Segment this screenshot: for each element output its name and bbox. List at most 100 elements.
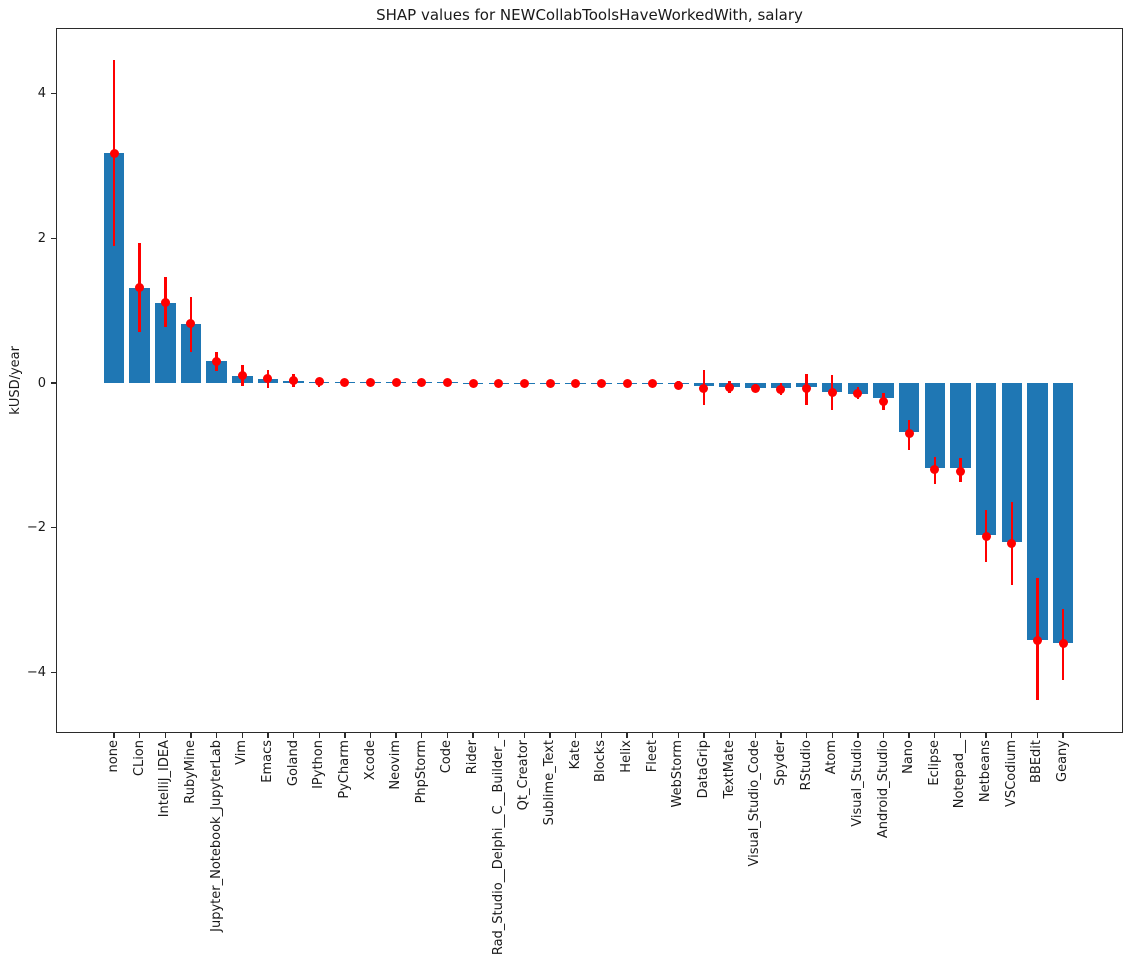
bar xyxy=(1001,383,1022,543)
point-marker xyxy=(802,383,812,393)
bar xyxy=(975,383,997,535)
x-tick-label-text: Code xyxy=(439,740,455,774)
x-tick-label: IntelliJ_IDEA xyxy=(157,740,173,817)
point-marker xyxy=(827,387,837,397)
x-axis-tick xyxy=(703,733,705,738)
x-tick-label: Kate xyxy=(568,740,584,769)
x-tick-label-text: Visual_Studio xyxy=(849,740,865,827)
point-marker xyxy=(853,388,863,398)
y-tick-label: 0 xyxy=(37,375,46,391)
x-tick-label: Helix xyxy=(619,740,635,773)
x-tick-label-text: Visual_Studio_Code xyxy=(747,740,763,867)
x-axis-tick xyxy=(677,733,679,738)
point-marker xyxy=(545,378,555,388)
point-marker xyxy=(135,283,145,293)
x-axis-tick xyxy=(318,733,320,738)
x-tick-label: Android_Studio xyxy=(876,740,892,838)
y-axis-tick xyxy=(51,93,56,95)
x-tick-label: TextMate xyxy=(722,740,738,799)
x-tick-label-text: Fleet xyxy=(644,740,660,773)
bar xyxy=(1027,383,1048,641)
y-tick-label: 2 xyxy=(37,230,46,246)
x-tick-label: Xcode xyxy=(363,740,379,780)
point-marker xyxy=(955,467,965,477)
x-axis-tick xyxy=(164,733,166,738)
point-marker xyxy=(289,375,299,385)
x-axis-tick xyxy=(754,733,756,738)
x-tick-label-text: Atom xyxy=(824,740,840,775)
x-axis-tick xyxy=(1011,733,1013,738)
x-tick-label: Spyder xyxy=(773,740,789,786)
x-axis-tick xyxy=(831,733,833,738)
x-tick-label: RubyMine xyxy=(183,740,199,804)
point-marker xyxy=(1058,638,1068,648)
bar xyxy=(898,383,920,433)
x-tick-label-text: Netbeans xyxy=(978,740,994,803)
y-tick-label: 4 xyxy=(37,86,46,102)
x-tick-label-text: TextMate xyxy=(721,740,737,799)
x-tick-label: PyCharm xyxy=(337,740,353,799)
x-axis-tick xyxy=(369,733,372,738)
x-axis-tick xyxy=(472,733,474,738)
point-marker xyxy=(109,148,119,158)
y-tick-label: −2 xyxy=(26,520,46,536)
x-tick-label: Nano xyxy=(901,740,917,774)
x-tick-label-text: Neovim xyxy=(388,740,404,790)
x-tick-label: Visual_Studio xyxy=(850,740,866,827)
x-axis-tick xyxy=(600,733,603,738)
point-marker xyxy=(263,374,273,384)
point-marker xyxy=(212,356,222,366)
point-marker xyxy=(725,382,735,392)
bar xyxy=(873,383,894,399)
x-tick-label-text: Xcode xyxy=(362,740,378,781)
point-marker xyxy=(904,429,914,439)
point-marker xyxy=(981,531,991,541)
x-tick-label: BBEdit xyxy=(1029,740,1045,783)
x-tick-label: Geany xyxy=(1055,740,1071,782)
x-axis-tick xyxy=(934,733,936,738)
x-tick-label: PhpStorm xyxy=(414,740,430,803)
point-marker xyxy=(1007,539,1017,549)
x-axis-tick xyxy=(267,733,269,738)
x-tick-label: Goland xyxy=(286,740,302,786)
y-tick-label: −4 xyxy=(26,664,46,680)
x-axis-tick xyxy=(908,733,910,738)
x-tick-label-text: Emacs xyxy=(259,740,275,783)
x-axis-tick xyxy=(523,733,526,738)
x-axis-tick xyxy=(780,733,782,738)
x-tick-label-text: Helix xyxy=(619,740,634,773)
chart-title: SHAP values for NEWCollabToolsHaveWorked… xyxy=(376,6,803,24)
x-tick-label: Atom xyxy=(824,740,840,774)
bar xyxy=(950,383,971,469)
x-tick-label-text: Jupyter_Notebook_JupyterLab xyxy=(208,740,224,932)
point-marker xyxy=(673,380,683,390)
x-axis-tick xyxy=(1062,733,1064,738)
point-marker xyxy=(391,377,401,387)
x-tick-label: VSCodium xyxy=(1004,740,1020,807)
x-tick-label-text: IPython xyxy=(311,740,327,789)
point-marker xyxy=(468,378,478,388)
x-tick-label-text: Vim xyxy=(234,740,250,765)
x-axis-tick xyxy=(113,733,115,738)
x-tick-label: Jupyter_Notebook_JupyterLab xyxy=(209,740,225,932)
x-tick-label-text: Eclipse xyxy=(926,740,942,786)
x-tick-label: Notepad__ xyxy=(952,740,968,808)
x-tick-label: CLion xyxy=(132,740,148,776)
x-axis-tick xyxy=(575,733,577,738)
x-axis-tick xyxy=(292,733,295,738)
x-tick-label-text: Sublime_Text xyxy=(542,740,558,826)
x-tick-label-text: Spyder xyxy=(772,740,788,786)
point-marker xyxy=(186,319,196,329)
x-tick-label-text: Rider xyxy=(465,740,481,775)
x-tick-label-text: Qt_Creator xyxy=(516,740,532,811)
point-marker xyxy=(750,383,760,393)
x-tick-label: Eclipse xyxy=(927,740,943,786)
bar xyxy=(924,383,946,468)
x-tick-label: Rad_Studio__Delphi__C__Builder_ xyxy=(491,740,507,955)
x-tick-label: Visual_Studio_Code xyxy=(747,740,763,867)
y-axis-tick xyxy=(51,382,56,384)
x-axis-tick xyxy=(1036,733,1039,738)
x-tick-label-text: DataGrip xyxy=(695,740,711,799)
x-tick-label-text: Kate xyxy=(567,740,583,770)
x-tick-label: IPython xyxy=(311,740,327,789)
